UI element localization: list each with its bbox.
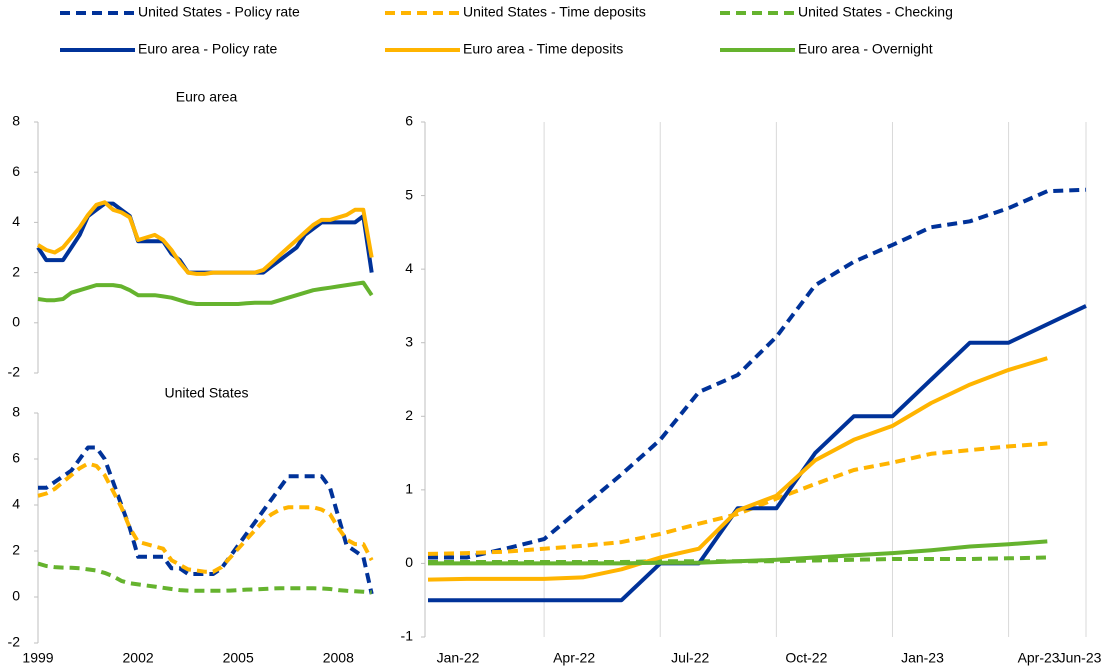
- y-tick-label: 0: [405, 554, 413, 570]
- y-tick-label: 4: [12, 496, 20, 512]
- series-line: [37, 280, 374, 306]
- series-line: [36, 200, 374, 276]
- y-tick-label: 4: [405, 260, 413, 276]
- series-line: [428, 187, 1087, 560]
- y-tick-label: 2: [12, 542, 20, 558]
- y-tick-label: 1: [405, 481, 413, 497]
- y-tick-label: 6: [12, 163, 20, 179]
- panel-title: United States: [164, 385, 248, 401]
- y-tick-label: -1: [401, 628, 414, 644]
- y-tick-label: 6: [12, 450, 20, 466]
- series-line: [427, 441, 1048, 556]
- y-tick-label: -2: [8, 634, 21, 650]
- y-tick-label: 5: [405, 186, 413, 202]
- x-tick-label: 2008: [323, 650, 354, 666]
- y-tick-label: 4: [12, 213, 20, 229]
- series-line: [428, 304, 1087, 603]
- legend-label: United States - Checking: [798, 4, 953, 20]
- x-tick-label: Jun-23: [1059, 650, 1102, 666]
- legend-label: Euro area - Policy rate: [138, 41, 277, 57]
- series-line: [427, 356, 1048, 582]
- legend-label: United States - Policy rate: [138, 4, 300, 20]
- series-line: [428, 539, 1048, 566]
- y-tick-label: -2: [8, 364, 21, 380]
- y-tick-label: 8: [12, 404, 20, 420]
- panel-title: Euro area: [176, 89, 238, 105]
- x-tick-label: Jan-23: [901, 650, 944, 666]
- x-tick-label: 2002: [123, 650, 154, 666]
- series-line: [37, 461, 374, 574]
- x-tick-label: Apr-22: [553, 650, 595, 666]
- y-tick-label: 3: [405, 333, 413, 349]
- series-line: [38, 445, 374, 595]
- y-tick-label: 8: [12, 113, 20, 129]
- y-tick-label: 2: [405, 407, 413, 423]
- x-tick-label: Oct-22: [785, 650, 827, 666]
- x-tick-label: 2005: [223, 650, 254, 666]
- x-tick-label: Jul-22: [671, 650, 709, 666]
- y-tick-label: 0: [12, 588, 20, 604]
- legend-label: Euro area - Overnight: [798, 41, 933, 57]
- y-tick-label: 2: [12, 263, 20, 279]
- y-tick-label: 0: [12, 314, 20, 330]
- legend-label: Euro area - Time deposits: [463, 41, 623, 57]
- x-tick-label: 1999: [22, 650, 53, 666]
- y-tick-label: 6: [405, 113, 413, 129]
- series-line: [37, 561, 372, 595]
- legend-label: United States - Time deposits: [463, 4, 646, 20]
- x-tick-label: Apr-23: [1018, 650, 1060, 666]
- x-tick-label: Jan-22: [437, 650, 480, 666]
